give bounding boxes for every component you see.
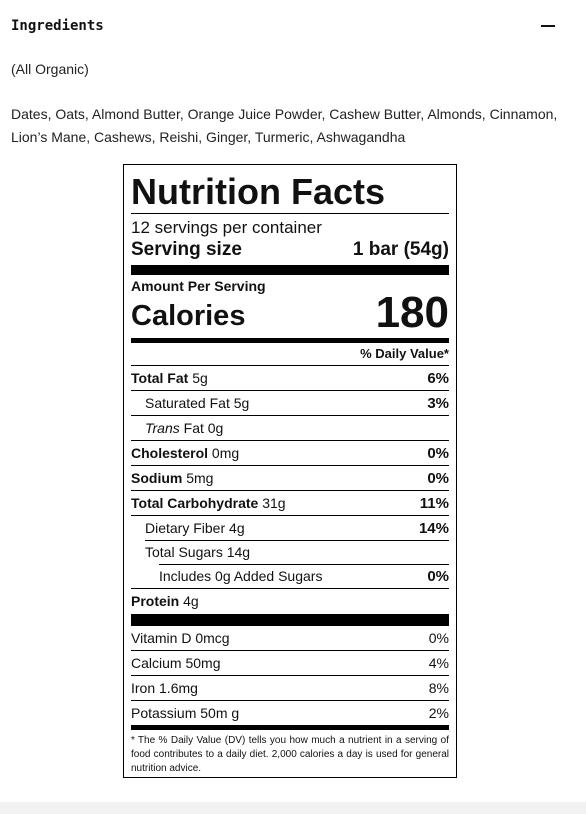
serving-size-value: 1 bar (54g) — [352, 239, 449, 260]
vitamin-row-vitamin-d: Vitamin D 0mcg 0% — [131, 626, 449, 650]
nutrient-name: Saturated Fat — [145, 395, 230, 411]
calories-label: Calories — [131, 300, 246, 332]
vitamin-dv: 4% — [428, 655, 449, 671]
nutrient-row-added-sugars: Includes 0g Added Sugars 0% — [131, 564, 449, 588]
calories-row: Calories 180 — [131, 288, 449, 337]
nutrient-name: Includes 0g Added Sugars — [159, 568, 323, 584]
nutrient-row-total-fat: Total Fat 5g 6% — [131, 365, 449, 390]
nutrient-row-saturated-fat: Saturated Fat 5g 3% — [131, 390, 449, 415]
serving-size-label: Serving size — [131, 239, 242, 260]
nutrient-amount: 14g — [226, 544, 251, 560]
vitamin-text: Calcium 50mg — [131, 655, 221, 671]
accordion-title: Ingredients — [11, 18, 104, 34]
nutrition-facts-label: Nutrition Facts 12 servings per containe… — [123, 164, 457, 778]
daily-value-header: % Daily Value* — [360, 346, 449, 361]
vitamins-section: Vitamin D 0mcg 0% Calcium 50mg 4% Iron 1… — [131, 626, 449, 725]
servings-per-container: 12 servings per container — [131, 218, 322, 237]
nutrient-name: Sodium — [131, 470, 183, 486]
serving-size-row: Serving size 1 bar (54g) — [131, 238, 449, 262]
nutrient-dv: 0% — [427, 567, 449, 585]
nutrient-row-total-carbohydrate: Total Carbohydrate 31g 11% — [131, 490, 449, 515]
nutrient-dv: 14% — [418, 519, 449, 537]
nutrient-dv: 3% — [427, 394, 449, 412]
minus-icon[interactable] — [540, 18, 556, 34]
nutrient-name: Dietary Fiber — [145, 520, 226, 536]
nutrient-dv: 0% — [427, 469, 449, 487]
nutrient-row-total-sugars: Total Sugars 14g — [131, 540, 449, 564]
nutrient-name: Trans — [145, 420, 180, 436]
footnote-star: * — [131, 735, 135, 746]
vitamin-dv: 8% — [428, 680, 449, 696]
nutrient-name: Protein — [131, 593, 180, 609]
ingredients-list: Dates, Oats, Almond Butter, Orange Juice… — [11, 106, 558, 145]
nutrient-name: Total Fat — [131, 370, 189, 386]
nutrient-name: Total Carbohydrate — [131, 495, 259, 511]
amount-per-serving: Amount Per Serving — [131, 278, 266, 294]
vitamin-text: Vitamin D 0mcg — [131, 630, 230, 646]
nutrient-row-cholesterol: Cholesterol 0mg 0% — [131, 440, 449, 465]
vitamin-text: Iron 1.6mg — [131, 680, 198, 696]
vitamin-text: Potassium 50m g — [131, 705, 240, 721]
nutrient-name: Cholesterol — [131, 445, 209, 461]
nutrient-amount: 5mg — [186, 470, 214, 486]
nutrient-amount: 5g — [192, 370, 208, 386]
calories-value: 180 — [375, 288, 449, 337]
nutrient-name: Total Sugars — [145, 544, 223, 560]
label-footnote: * The % Daily Value (DV) tells you how mu… — [131, 734, 449, 776]
footnote-text: The % Daily Value (DV) tells you how muc… — [131, 735, 449, 774]
nutrient-amount: 0mg — [211, 445, 240, 461]
ingredients-accordion-header[interactable]: Ingredients — [11, 15, 556, 37]
vitamin-row-potassium: Potassium 50m g 2% — [131, 700, 449, 725]
vitamin-row-calcium: Calcium 50mg 4% — [131, 650, 449, 675]
vitamin-dv: 2% — [428, 705, 449, 721]
vitamin-dv: 0% — [428, 630, 449, 646]
nutrient-row-protein: Protein 4g — [131, 588, 449, 613]
nutrient-dv: 11% — [419, 494, 449, 512]
nutrient-amount: Fat 0g — [183, 420, 224, 436]
vitamin-row-iron: Iron 1.6mg 8% — [131, 675, 449, 700]
nutrient-amount: 4g — [229, 520, 245, 536]
nutrient-dv: 0% — [427, 444, 449, 462]
nutrient-amount: 31g — [262, 495, 286, 511]
nutrient-dv: 6% — [427, 369, 449, 387]
nutrient-amount: 5g — [233, 395, 250, 411]
nutrient-row-sodium: Sodium 5mg 0% — [131, 465, 449, 490]
page-bottom-band — [0, 802, 586, 814]
organic-note: (All Organic) — [11, 61, 89, 77]
nutrient-row-dietary-fiber: Dietary Fiber 4g 14% — [131, 515, 449, 540]
nutrient-amount: 4g — [183, 593, 199, 609]
label-title: Nutrition Facts — [131, 171, 386, 212]
nutrient-row-trans-fat: Trans Fat 0g — [131, 415, 449, 440]
